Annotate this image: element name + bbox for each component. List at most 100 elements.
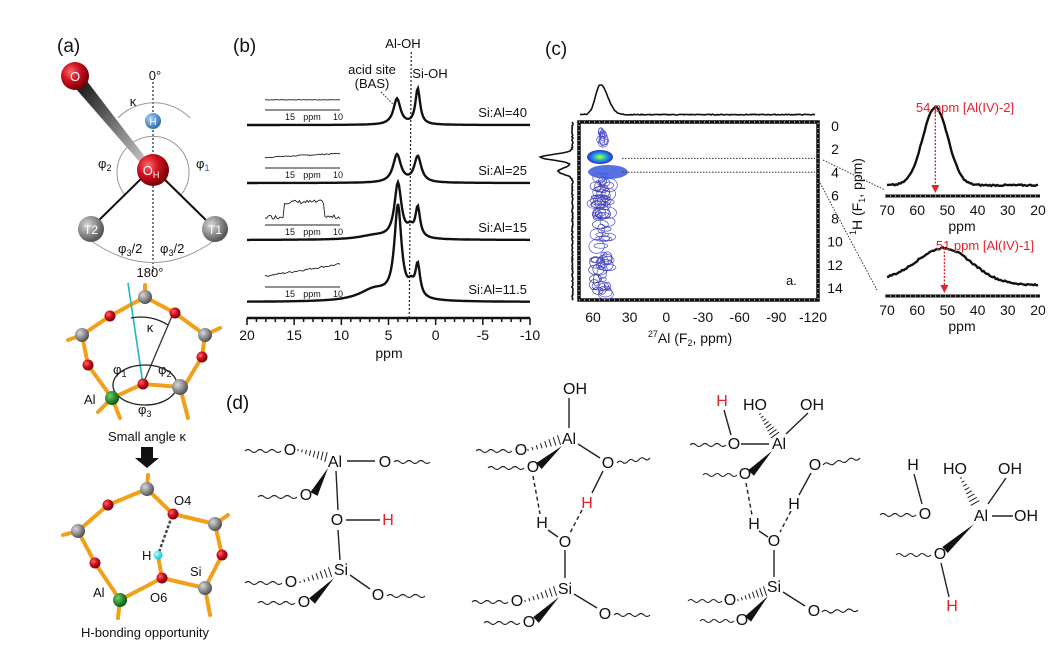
- framework-wavy-bond: [257, 600, 296, 606]
- hash-stroke: [962, 483, 968, 487]
- contour: [593, 194, 609, 206]
- atom-label: H: [382, 512, 394, 529]
- atom-label: OH: [1014, 508, 1038, 525]
- hash-stroke: [544, 590, 549, 598]
- x-tick-label: -5: [477, 327, 490, 343]
- bond-line: [779, 510, 792, 533]
- zeolite-ring-h-bonding: O4 H Si Al O6 H-bonding opportunity: [61, 473, 230, 640]
- x-tick-label: -30: [693, 309, 713, 325]
- correlation-peak-main: [587, 150, 613, 164]
- framework-wavy-bond: [689, 442, 727, 448]
- hash-stroke: [737, 598, 739, 602]
- hash-stroke: [970, 500, 980, 506]
- hash-stroke: [762, 586, 768, 596]
- hash-stroke: [758, 413, 762, 415]
- structure-1-bridging-oh: O Al O O O H Si O O O: [244, 442, 431, 611]
- x-tick-label: 20: [239, 327, 255, 343]
- wedge-bond: [942, 524, 974, 553]
- hydrogen-atom: [145, 113, 161, 129]
- o4-label: O4: [174, 493, 191, 508]
- bond-line: [547, 529, 559, 538]
- atom-label: O: [523, 614, 535, 631]
- y-tick-label: 2: [831, 141, 839, 157]
- hash-stroke: [536, 593, 540, 600]
- bond-line: [745, 482, 753, 516]
- hash-stroke: [967, 493, 975, 499]
- hydrogen-bond-wedge: [70, 72, 155, 174]
- framework-wavy-bond: [475, 448, 513, 454]
- contour: [590, 201, 609, 209]
- frame-ticks: [578, 121, 819, 301]
- phi2-ring-label: φ2: [158, 362, 171, 379]
- panel-d: (d) O Al O O O H Si O O O: [226, 381, 1038, 631]
- contour: [589, 256, 602, 269]
- hash-stroke: [968, 496, 978, 503]
- x-tick-label: -90: [766, 309, 786, 325]
- bond-line: [577, 443, 601, 459]
- structure-4-extra-framework-al: H HO OH O Al OH O H: [879, 457, 1038, 615]
- contour: [589, 274, 602, 284]
- inset-trace: [264, 263, 341, 278]
- 2d-hetcor-plot: 60 30 0 -30 -60 -90 -120 0 2 4 6 8 10 12 14: [538, 84, 886, 325]
- x-tick-label: 0: [662, 309, 670, 325]
- hash-stroke: [535, 444, 538, 450]
- bond-line: [573, 593, 598, 609]
- hash-stroke: [770, 431, 780, 439]
- hash-stroke: [319, 571, 324, 579]
- slice-tick-label: 40: [970, 302, 986, 318]
- framework-wavy-bond: [483, 620, 521, 626]
- y-tick-label: 6: [831, 187, 839, 203]
- contour: [588, 264, 605, 276]
- h-direction-line: [142, 315, 173, 385]
- phi1-label: φ1: [196, 156, 209, 173]
- angle-diagram: O H OH T2 T1 0° κ φ2 φ1 φ3/2 φ3/2 180°: [61, 62, 228, 280]
- t2-label: T2: [84, 223, 98, 237]
- framework-wavy-bond: [386, 593, 426, 599]
- contour: [592, 286, 604, 295]
- atom-label: H: [536, 515, 548, 532]
- atom-label: O: [809, 457, 821, 474]
- inset-tick-label: 15: [285, 227, 295, 237]
- hash-stroke: [320, 451, 324, 461]
- framework-wavy-bond: [613, 612, 651, 618]
- oxygen-label: O: [70, 69, 80, 84]
- atom-label: OH: [563, 381, 587, 398]
- contour: [589, 228, 604, 241]
- y-tick-label: 4: [831, 164, 839, 180]
- hash-stroke: [556, 435, 562, 445]
- oxygen-atom: [61, 62, 89, 90]
- inset-tick-label: 15: [285, 289, 295, 299]
- plot-frame: [577, 120, 820, 302]
- hashed-bond: [758, 413, 780, 439]
- atom-label: H: [907, 457, 919, 474]
- al-oh-marker-line: [408, 51, 412, 319]
- framework-wavy-bond: [244, 580, 283, 586]
- series-label: Si:Al=11.5: [468, 282, 527, 297]
- contour: [590, 194, 610, 200]
- atom-label: O: [728, 436, 740, 453]
- hash-stroke: [552, 586, 558, 596]
- bond-line: [349, 574, 371, 590]
- hash-stroke: [324, 452, 328, 462]
- contour: [599, 132, 606, 147]
- atom-label: Al: [562, 431, 576, 448]
- contour: [596, 189, 606, 197]
- atom-label: Si: [558, 581, 572, 598]
- phi3-ring-label: φ3: [138, 402, 151, 419]
- atom-label: H: [788, 496, 800, 513]
- al-oh-annotation: Al-OH: [385, 36, 420, 51]
- contour: [589, 256, 600, 263]
- framework-wavy-bond: [879, 512, 917, 518]
- framework-wavy-bond: [487, 465, 525, 471]
- peak-arrow-icon: [940, 285, 949, 293]
- hash-stroke: [532, 595, 535, 601]
- hash-stroke: [531, 446, 534, 451]
- inset-trace: [264, 152, 341, 159]
- corner-label: a.: [786, 273, 797, 288]
- hash-stroke: [767, 426, 775, 432]
- atom-label: O: [934, 546, 946, 563]
- slice-tick-label: 40: [970, 202, 986, 218]
- atom-label: O: [285, 574, 297, 591]
- panel-b: (b) Al-OH acid site (BAS) Si-OH 20 15 10 5 0…: [233, 36, 540, 361]
- panel-label-c: (c): [545, 39, 567, 60]
